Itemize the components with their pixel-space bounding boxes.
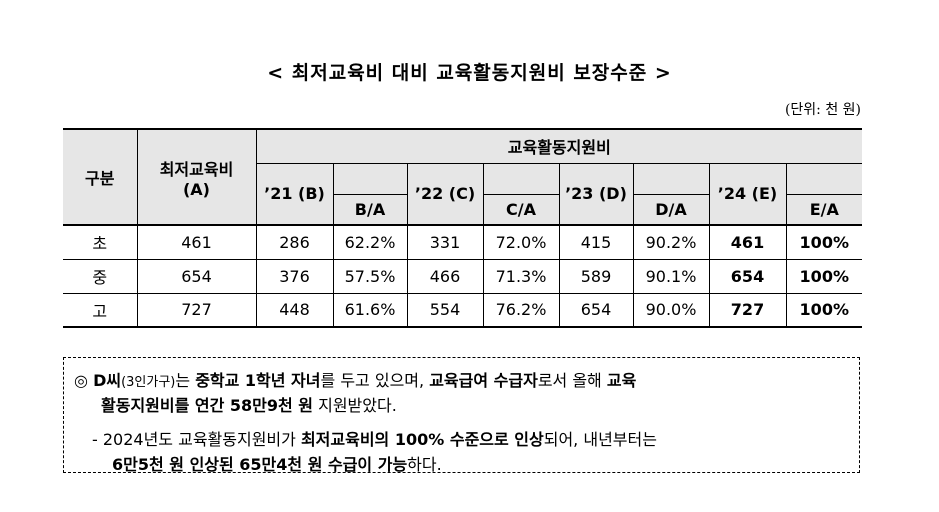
header-ratio-ca: C/A <box>482 193 560 226</box>
header-year-22: ’22 (C) <box>406 162 484 226</box>
header-ratio-ea: E/A <box>785 193 863 226</box>
note-paragraph-1: ◎ D씨(3인가구)는 중학교 1학년 자녀를 두고 있으며, 교육급여 수급자… <box>74 367 636 391</box>
note-text: 지원받았다. <box>313 396 397 415</box>
header-ratio-da: D/A <box>632 193 710 226</box>
note-household: (3인가구) <box>121 375 176 390</box>
note-text: 를 두고 있으며, <box>320 371 430 390</box>
cell-v23: 589 <box>558 258 634 294</box>
header-min-line1: 최저교육비 <box>159 159 234 179</box>
table-row: 중 654 376 57.5% 466 71.3% 589 90.1% 654 … <box>63 258 863 294</box>
cell-v23: 415 <box>558 224 634 260</box>
cell-r24: 100% <box>785 224 863 260</box>
note-emphasis: 6만5천 원 인상된 65만4천 원 수급이 가능 <box>112 455 408 474</box>
note-emphasis: 교육급여 수급자 <box>429 371 538 390</box>
cell-r22: 72.0% <box>482 224 560 260</box>
cell-r24: 100% <box>785 292 863 328</box>
note-paragraph-1-line-2: 활동지원비를 연간 58만9천 원 지원받았다. <box>101 392 397 416</box>
note-emphasis: 교육 <box>606 371 637 390</box>
cell-v21: 448 <box>255 292 334 328</box>
cell-v22: 554 <box>406 292 484 328</box>
cell-r21: 62.2% <box>332 224 408 260</box>
note-text: - 2024년도 교육활동지원비가 <box>92 430 301 449</box>
cell-r24: 100% <box>785 258 863 294</box>
cell-v22: 466 <box>406 258 484 294</box>
note-text: 되어, 내년부터는 <box>543 430 657 449</box>
note-text: 로서 올해 <box>537 371 607 390</box>
cell-v22: 331 <box>406 224 484 260</box>
header-year-21: ’21 (B) <box>255 162 334 226</box>
note-paragraph-2: - 2024년도 교육활동지원비가 최저교육비의 100% 수준으로 인상되어,… <box>92 426 657 450</box>
header-support: 교육활동지원비 <box>255 128 863 164</box>
unit-label: (단위: 천 원) <box>784 102 861 118</box>
cell-v24: 727 <box>708 292 787 328</box>
note-emphasis: 중학교 1학년 자녀 <box>195 371 321 390</box>
cell-r22: 76.2% <box>482 292 560 328</box>
note-person: D씨 <box>93 371 122 390</box>
cell-v24: 654 <box>708 258 787 294</box>
double-circle-icon: ◎ <box>74 371 88 390</box>
cell-v21: 286 <box>255 224 334 260</box>
cell-r21: 57.5% <box>332 258 408 294</box>
cell-v24: 461 <box>708 224 787 260</box>
cell-level: 중 <box>63 258 138 294</box>
cell-min: 654 <box>136 258 257 294</box>
cell-min: 461 <box>136 224 257 260</box>
cell-v21: 376 <box>255 258 334 294</box>
note-emphasis: 활동지원비를 연간 58만9천 원 <box>101 396 314 415</box>
cell-r23: 90.0% <box>632 292 710 328</box>
header-category: 구분 <box>63 128 138 226</box>
example-note-box: ◎ D씨(3인가구)는 중학교 1학년 자녀를 두고 있으며, 교육급여 수급자… <box>63 357 860 475</box>
header-min-edu: 최저교육비 (A) <box>136 128 257 226</box>
page-title: < 최저교육비 대비 교육활동지원비 보장수준 > <box>267 62 672 84</box>
table-row: 초 461 286 62.2% 331 72.0% 415 90.2% 461 … <box>63 224 863 260</box>
header-ratio-ba: B/A <box>332 193 408 226</box>
note-text: 는 <box>175 371 196 390</box>
cell-r22: 71.3% <box>482 258 560 294</box>
note-text: 하다. <box>407 455 442 474</box>
note-paragraph-2-line-2: 6만5천 원 인상된 65만4천 원 수급이 가능하다. <box>112 451 442 475</box>
cell-level: 고 <box>63 292 138 328</box>
header-year-23: ’23 (D) <box>558 162 634 226</box>
header-year-24: ’24 (E) <box>708 162 787 226</box>
cell-level: 초 <box>63 224 138 260</box>
support-table: 구분 최저교육비 (A) 교육활동지원비 ’21 (B) ’22 (C) ’23… <box>63 128 863 328</box>
note-emphasis: 최저교육비의 100% 수준으로 인상 <box>300 430 544 449</box>
cell-r23: 90.2% <box>632 224 710 260</box>
cell-v23: 654 <box>558 292 634 328</box>
cell-r23: 90.1% <box>632 258 710 294</box>
cell-min: 727 <box>136 292 257 328</box>
table-row: 고 727 448 61.6% 554 76.2% 654 90.0% 727 … <box>63 292 863 328</box>
cell-r21: 61.6% <box>332 292 408 328</box>
header-min-line2: (A) <box>182 179 210 199</box>
